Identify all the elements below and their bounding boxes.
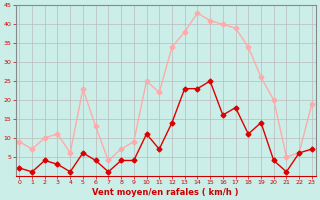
- X-axis label: Vent moyen/en rafales ( km/h ): Vent moyen/en rafales ( km/h ): [92, 188, 239, 197]
